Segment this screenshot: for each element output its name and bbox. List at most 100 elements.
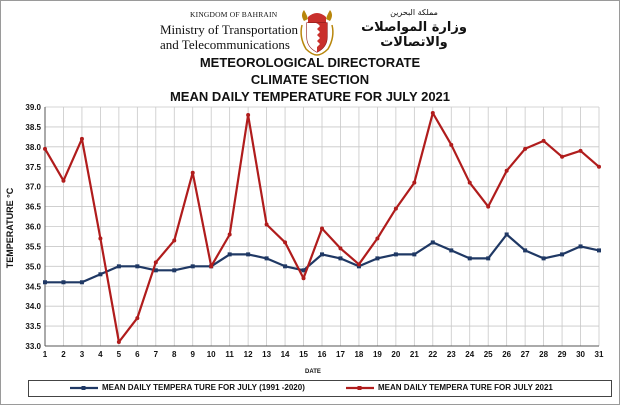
- data-point-normal: [467, 256, 472, 261]
- legend-label-2021: MEAN DAILY TEMPERA TURE FOR JULY 2021: [378, 383, 553, 392]
- data-point-2021: [43, 146, 47, 151]
- arabic-ministry: وزارة المواصلات والاتصالات: [361, 20, 467, 50]
- y-tick-label: 37.0: [25, 183, 41, 192]
- data-point-2021: [320, 226, 324, 231]
- data-point-normal: [504, 232, 509, 237]
- data-point-2021: [486, 204, 491, 209]
- data-point-2021: [393, 206, 398, 211]
- data-point-normal: [560, 252, 565, 257]
- data-point-2021: [504, 168, 509, 173]
- data-point-normal: [227, 252, 232, 257]
- data-point-2021: [246, 112, 251, 117]
- chart-title: MEAN DAILY TEMPERATURE FOR JULY 2021: [169, 89, 451, 104]
- data-point-2021: [578, 148, 583, 153]
- x-axis-label: DATE: [305, 369, 321, 375]
- data-point-normal: [116, 264, 121, 269]
- x-tick-label: 18: [354, 350, 363, 359]
- y-tick-label: 38.0: [25, 143, 41, 152]
- x-tick-label: 25: [484, 350, 493, 359]
- x-tick-label: 21: [410, 350, 419, 359]
- ministry-line-1: Ministry of Transportation: [160, 22, 298, 37]
- legend-swatch-2021: [346, 385, 374, 390]
- data-point-normal: [338, 256, 343, 261]
- kingdom-label: KINGDOM OF BAHRAIN: [190, 10, 278, 19]
- ministry-name: Ministry of Transportation and Telecommu…: [160, 22, 298, 52]
- x-tick-label: 10: [207, 350, 216, 359]
- data-point-2021: [597, 164, 601, 169]
- data-point-2021: [153, 260, 158, 265]
- data-point-2021: [412, 180, 417, 185]
- data-point-normal: [264, 256, 269, 261]
- x-tick-label: 24: [465, 350, 474, 359]
- y-tick-label: 34.5: [25, 282, 41, 291]
- legend-swatch-normal: [70, 385, 98, 390]
- data-point-normal: [449, 248, 454, 253]
- data-point-normal: [578, 244, 583, 249]
- x-tick-label: 6: [135, 350, 140, 359]
- y-axis-label: TEMPERATURE °C: [5, 187, 15, 268]
- x-tick-label: 5: [117, 350, 122, 359]
- data-point-2021: [79, 136, 84, 141]
- data-point-normal: [135, 264, 140, 269]
- data-point-2021: [541, 138, 546, 143]
- data-point-2021: [449, 142, 454, 147]
- legend-item-normal: MEAN DAILY TEMPERA TURE FOR JULY (1991 -…: [69, 383, 305, 392]
- data-point-normal: [190, 264, 195, 269]
- x-tick-label: 19: [373, 350, 382, 359]
- y-tick-label: 37.5: [25, 163, 41, 172]
- legend-item-2021: MEAN DAILY TEMPERA TURE FOR JULY 2021: [345, 383, 553, 392]
- data-point-normal: [61, 280, 66, 285]
- y-tick-label: 35.0: [25, 262, 41, 271]
- x-tick-labels: 1 2 3 4 5 6 7 8 9 10 11 12 13 14 15 16 17 18 19 20 21 22 23 24 2…: [43, 350, 604, 359]
- y-tick-label: 36.5: [25, 203, 41, 212]
- data-point-normal: [597, 248, 601, 253]
- data-point-2021: [98, 236, 103, 241]
- data-point-2021: [523, 146, 528, 151]
- data-point-normal: [98, 272, 103, 277]
- data-point-2021: [227, 232, 232, 237]
- data-point-normal: [412, 252, 417, 257]
- data-point-normal: [153, 268, 158, 273]
- arabic-header: مملكة البحرين وزارة المواصلات والاتصالات: [344, 8, 484, 50]
- x-tick-label: 29: [558, 350, 567, 359]
- y-tick-label: 36.0: [25, 223, 41, 232]
- data-point-normal: [541, 256, 546, 261]
- legend-label-normal: MEAN DAILY TEMPERA TURE FOR JULY (1991 -…: [102, 383, 305, 392]
- data-point-2021: [116, 340, 121, 345]
- y-tick-labels: 33.0 33.5 34.0 34.5 35.0 35.5 36.0 36.5 37.0 37.5…: [25, 103, 41, 351]
- x-tick-label: 9: [191, 350, 196, 359]
- x-tick-label: 14: [281, 350, 290, 359]
- data-point-normal: [283, 264, 288, 269]
- arabic-kingdom: مملكة البحرين: [390, 8, 438, 17]
- directorate-title: METEOROLOGICAL DIRECTORATE: [199, 55, 421, 70]
- data-point-normal: [430, 240, 435, 245]
- y-tick-label: 39.0: [25, 103, 41, 112]
- data-point-2021: [190, 170, 195, 175]
- section-title: CLIMATE SECTION: [250, 72, 370, 87]
- data-point-normal: [523, 248, 528, 253]
- data-point-normal: [375, 256, 380, 261]
- data-point-2021: [356, 262, 361, 267]
- y-tick-label: 33.0: [25, 342, 41, 351]
- x-tick-label: 8: [172, 350, 177, 359]
- x-tick-label: 17: [336, 350, 345, 359]
- x-tick-label: 11: [225, 350, 234, 359]
- data-point-2021: [209, 264, 214, 269]
- data-point-normal: [301, 268, 306, 273]
- data-point-normal: [246, 252, 251, 257]
- x-tick-label: 27: [521, 350, 530, 359]
- data-point-normal: [172, 268, 177, 273]
- x-tick-label: 20: [391, 350, 400, 359]
- y-tick-label: 33.5: [25, 322, 41, 331]
- x-tick-label: 15: [299, 350, 308, 359]
- x-tick-label: 3: [80, 350, 85, 359]
- data-point-2021: [467, 180, 472, 185]
- x-tick-label: 1: [43, 350, 48, 359]
- x-tick-label: 31: [595, 350, 604, 359]
- series-lines: [43, 110, 601, 345]
- x-tick-label: 22: [428, 350, 437, 359]
- legend: MEAN DAILY TEMPERA TURE FOR JULY (1991 -…: [28, 380, 612, 397]
- data-point-normal: [43, 280, 47, 285]
